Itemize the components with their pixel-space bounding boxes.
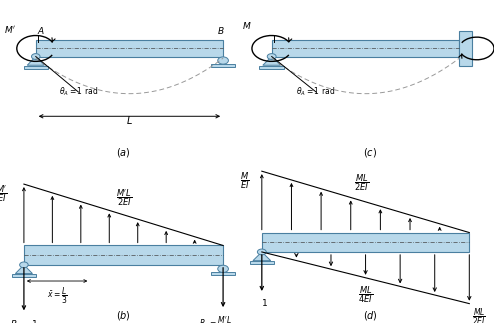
- Text: $\dfrac{M'}{EI}$: $\dfrac{M'}{EI}$: [0, 183, 7, 203]
- Circle shape: [20, 262, 28, 268]
- Bar: [24, 245, 223, 265]
- Text: $R_A = 1$: $R_A = 1$: [10, 318, 39, 323]
- Text: $(a)$: $(a)$: [116, 146, 131, 159]
- Text: $\dfrac{M'L}{2EI}$: $\dfrac{M'L}{2EI}$: [117, 187, 133, 208]
- Polygon shape: [27, 57, 44, 65]
- Bar: [12, 274, 36, 277]
- Text: $B$: $B$: [217, 25, 225, 36]
- Circle shape: [257, 249, 266, 255]
- Polygon shape: [263, 57, 281, 65]
- Text: $\dfrac{ML}{4EI}$: $\dfrac{ML}{4EI}$: [358, 284, 373, 305]
- Text: $(c)$: $(c)$: [364, 146, 377, 159]
- Text: $\dfrac{ML}{2EI}$: $\dfrac{ML}{2EI}$: [472, 307, 486, 323]
- Polygon shape: [253, 252, 271, 261]
- Bar: [36, 40, 223, 57]
- Circle shape: [32, 54, 40, 59]
- Text: $(d)$: $(d)$: [363, 309, 378, 322]
- Text: $L$: $L$: [126, 114, 133, 126]
- Text: $R_B = \dfrac{M'L}{6EI}$: $R_B = \dfrac{M'L}{6EI}$: [200, 315, 233, 323]
- Text: $(b)$: $(b)$: [116, 309, 131, 322]
- Text: $M$: $M$: [242, 20, 252, 31]
- Bar: [211, 273, 235, 276]
- Bar: [24, 66, 47, 69]
- Text: $\dfrac{ML}{2EI}$: $\dfrac{ML}{2EI}$: [354, 172, 369, 193]
- Text: $\theta_A = 1\ \mathrm{rad}$: $\theta_A = 1\ \mathrm{rad}$: [296, 86, 335, 98]
- Text: $\bar{x} = \dfrac{L}{3}$: $\bar{x} = \dfrac{L}{3}$: [46, 286, 68, 306]
- Circle shape: [218, 57, 228, 64]
- Text: $1$: $1$: [261, 297, 268, 308]
- Bar: [259, 66, 284, 69]
- Polygon shape: [15, 265, 33, 274]
- Circle shape: [267, 54, 276, 59]
- Bar: [459, 31, 472, 66]
- Bar: [249, 261, 274, 264]
- Circle shape: [218, 265, 228, 273]
- Bar: [272, 40, 459, 57]
- Text: $\theta_A = 1\ \mathrm{rad}$: $\theta_A = 1\ \mathrm{rad}$: [59, 86, 99, 98]
- Bar: [211, 64, 235, 67]
- Text: $A$: $A$: [37, 25, 44, 36]
- Text: $M'$: $M'$: [3, 24, 16, 35]
- Text: $\dfrac{M}{EI}$: $\dfrac{M}{EI}$: [240, 170, 249, 191]
- Bar: [262, 233, 469, 252]
